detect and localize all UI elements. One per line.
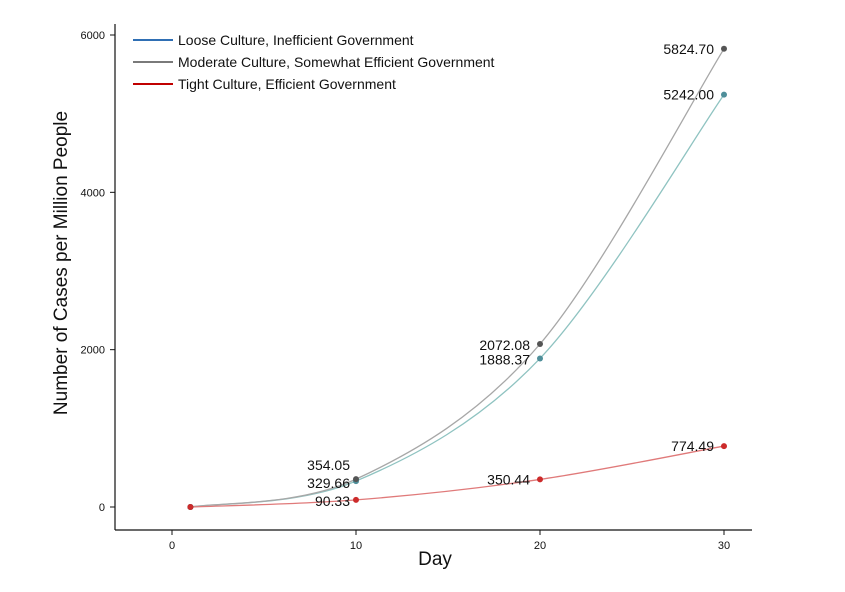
x-tick-label: 0 <box>169 540 175 552</box>
x-tick-label: 10 <box>350 540 362 552</box>
series-line <box>190 445 725 508</box>
data-label: 329.66 <box>307 475 350 491</box>
data-label: 2072.08 <box>479 337 530 353</box>
y-tick-label: 6000 <box>81 30 105 42</box>
legend-label: Loose Culture, Inefficient Government <box>178 32 414 48</box>
data-label: 1888.37 <box>479 351 530 367</box>
data-point <box>721 45 727 52</box>
data-point <box>187 504 194 510</box>
data-label: 350.44 <box>487 471 530 487</box>
series-points <box>187 45 727 510</box>
series-line <box>190 94 725 508</box>
data-point <box>537 355 543 362</box>
y-tick-label: 2000 <box>81 345 105 357</box>
data-point <box>537 476 543 483</box>
axes <box>114 24 752 531</box>
data-labels: 329.66 1888.37 5242.00 354.05 2072.08 5824.70… <box>307 41 714 509</box>
data-label: 5242.00 <box>663 87 714 103</box>
series-lines <box>190 48 725 508</box>
data-label: 5824.70 <box>663 41 714 57</box>
data-point <box>721 443 727 450</box>
y-tick-label: 0 <box>99 502 105 514</box>
data-label: 774.49 <box>671 438 714 454</box>
x-ticks: 0 10 20 30 <box>169 530 730 552</box>
data-point <box>537 340 543 347</box>
data-point <box>353 496 359 503</box>
data-point <box>353 476 359 483</box>
x-tick-label: 20 <box>534 540 546 552</box>
y-axis-title: Number of Cases per Million People <box>51 111 72 415</box>
data-label: 90.33 <box>315 493 350 509</box>
series-line <box>190 48 725 508</box>
data-label: 354.05 <box>307 457 350 473</box>
legend-label: Tight Culture, Efficient Government <box>178 76 396 92</box>
y-tick-label: 4000 <box>81 187 105 199</box>
x-axis-title: Day <box>418 549 452 570</box>
x-tick-label: 30 <box>718 540 730 552</box>
data-point <box>721 91 727 98</box>
legend: Loose Culture, Inefficient Government Mod… <box>133 32 495 92</box>
y-ticks: 0 2000 4000 6000 <box>81 30 115 514</box>
legend-label: Moderate Culture, Somewhat Efficient Gov… <box>178 54 495 70</box>
